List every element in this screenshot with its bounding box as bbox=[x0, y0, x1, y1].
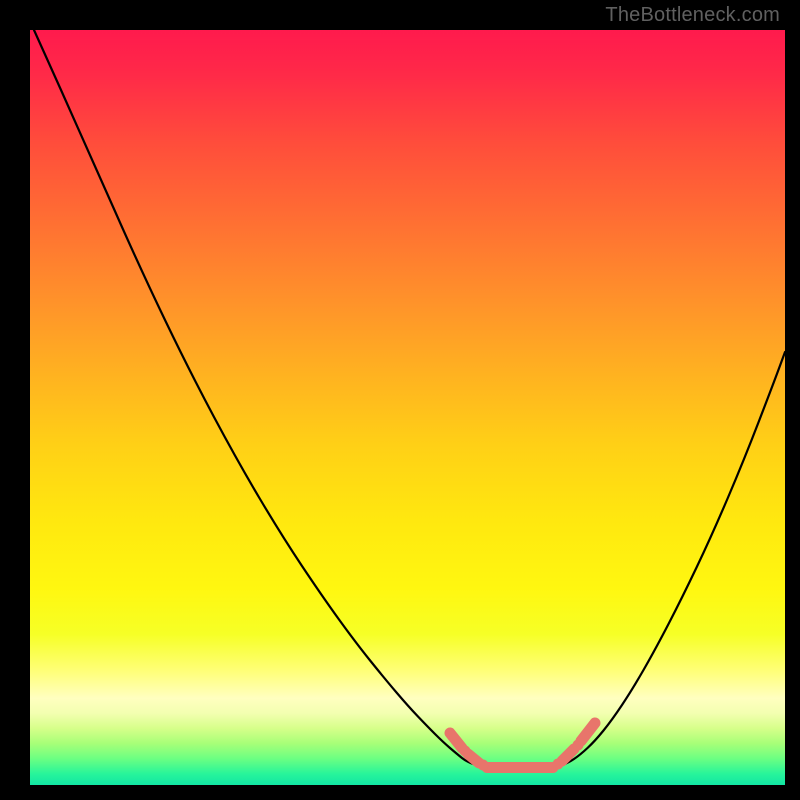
trough-dot bbox=[553, 759, 564, 770]
trough-dot bbox=[478, 760, 489, 771]
plot-area bbox=[30, 30, 785, 785]
watermark-text: TheBottleneck.com bbox=[605, 4, 780, 27]
trough-dot bbox=[573, 740, 584, 751]
gradient-background bbox=[30, 30, 785, 785]
chart-svg bbox=[30, 30, 785, 785]
trough-segment bbox=[468, 754, 479, 763]
trough-dot bbox=[460, 746, 471, 757]
